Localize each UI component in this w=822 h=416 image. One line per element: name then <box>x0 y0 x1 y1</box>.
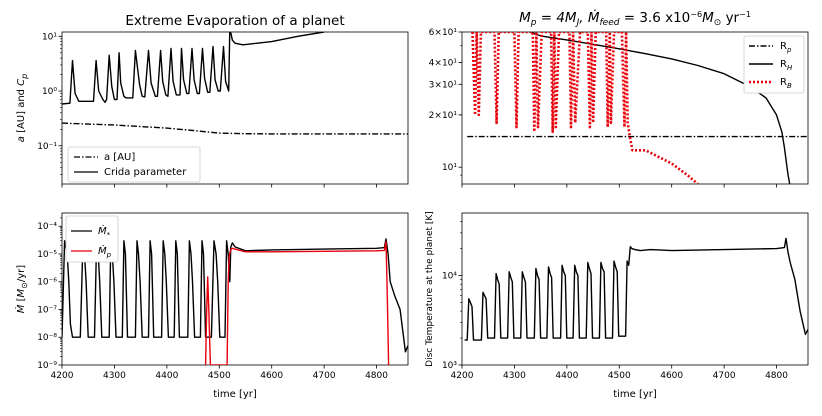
tr-ytick-label: 2×10¹ <box>429 111 458 121</box>
bl-ytick-label: 10⁻⁹ <box>37 361 57 371</box>
tl-axes-frame <box>61 31 409 185</box>
panel-bottom-right: 4200 4300 4400 4500 4600 4700 4800 10³ 10⁴ <box>442 212 809 381</box>
tl-ytick-label: 10⁰ <box>42 87 57 97</box>
tl-series-group <box>62 32 408 135</box>
tr-ytick-label: 10¹ <box>442 163 457 173</box>
bl-ylabel: Ṁ [M⊙/yr] <box>14 265 29 313</box>
tl-ylabel: a [AU] and Cp <box>16 74 29 143</box>
tr-legend-box <box>743 35 805 94</box>
bl-xlabel: time [yr] <box>213 389 257 400</box>
tl-title: Extreme Evaporation of a planet <box>125 13 344 29</box>
br-xtick-label: 4800 <box>765 371 788 381</box>
tr-ytick-label: 3×10¹ <box>429 80 458 90</box>
bl-xtick-label: 4700 <box>313 371 336 381</box>
bl-xtick-label: 4600 <box>260 371 283 381</box>
tr-legend-label-rp: Rp <box>780 41 792 54</box>
tl-ytick-label: 10¹ <box>42 32 57 42</box>
bl-series--p <box>204 240 390 365</box>
bl-ytick-label: 10⁻⁷ <box>37 305 57 315</box>
tl-legend-label-a: a [AU] <box>104 152 135 163</box>
tl-series-crida-parameter <box>62 32 325 105</box>
br-xtick-label: 4500 <box>608 371 631 381</box>
br-ytick-label: 10³ <box>442 361 457 371</box>
bl-xtick-label: 4300 <box>103 371 126 381</box>
br-xtick-label: 4400 <box>555 371 578 381</box>
tr-legend-label-rb: RB <box>780 77 792 90</box>
br-series-group <box>464 237 808 341</box>
tr-ytick-label: 6×10¹ <box>429 28 458 38</box>
tr-title: Mp = 4MJ, Ṁfeed = 3.6 x10−6M⊙ yr−1 <box>519 8 751 28</box>
br-ytick-label: 10⁴ <box>442 272 457 282</box>
panel-top-right: 10¹ 2×10¹ 3×10¹ 4×10¹ 6×10¹ <box>429 28 809 188</box>
br-xtick-label: 4300 <box>503 371 526 381</box>
bl-xtick-label: 4800 <box>365 371 388 381</box>
tr-ytick-label: 4×10¹ <box>429 59 458 69</box>
tr-axes-frame <box>461 31 809 185</box>
bl-xtick-label: 4200 <box>51 371 74 381</box>
br-series-disc-temperature <box>464 237 808 341</box>
bl-axes-frame <box>61 212 409 366</box>
tr-series-group <box>467 32 808 184</box>
tr-series-r-h <box>529 32 791 184</box>
bl-xtick-label: 4500 <box>208 371 231 381</box>
br-axes-frame <box>461 212 809 366</box>
tr-legend: Rp RH RB <box>743 35 805 94</box>
tl-legend: a [AU] Crida parameter <box>67 146 201 183</box>
br-xlabel: time [yr] <box>613 389 657 400</box>
bl-ytick-label: 10⁻⁶ <box>37 278 57 288</box>
tl-legend-box <box>67 146 201 183</box>
br-xtick-label: 4200 <box>451 371 474 381</box>
br-ylabel: Disc Temperature at the planet [K] <box>425 211 435 367</box>
bl-ytick-label: 10⁻⁴ <box>37 222 57 232</box>
tl-legend-label-crida: Crida parameter <box>104 167 187 178</box>
tl-ytick-label: 10⁻¹ <box>37 142 57 152</box>
bl-ytick-label: 10⁻⁵ <box>37 250 57 260</box>
tr-series-r-b <box>471 32 699 184</box>
panel-top-left: 10⁻¹ 10⁰ 10¹ <box>37 31 409 188</box>
tl-series-a-au- <box>62 122 408 135</box>
bl-xtick-label: 4400 <box>155 371 178 381</box>
bl-ytick-label: 10⁻⁸ <box>37 333 57 343</box>
bl-legend: Ṁ* Ṁp <box>65 215 119 263</box>
br-xtick-label: 4600 <box>660 371 683 381</box>
br-xtick-label: 4700 <box>713 371 736 381</box>
